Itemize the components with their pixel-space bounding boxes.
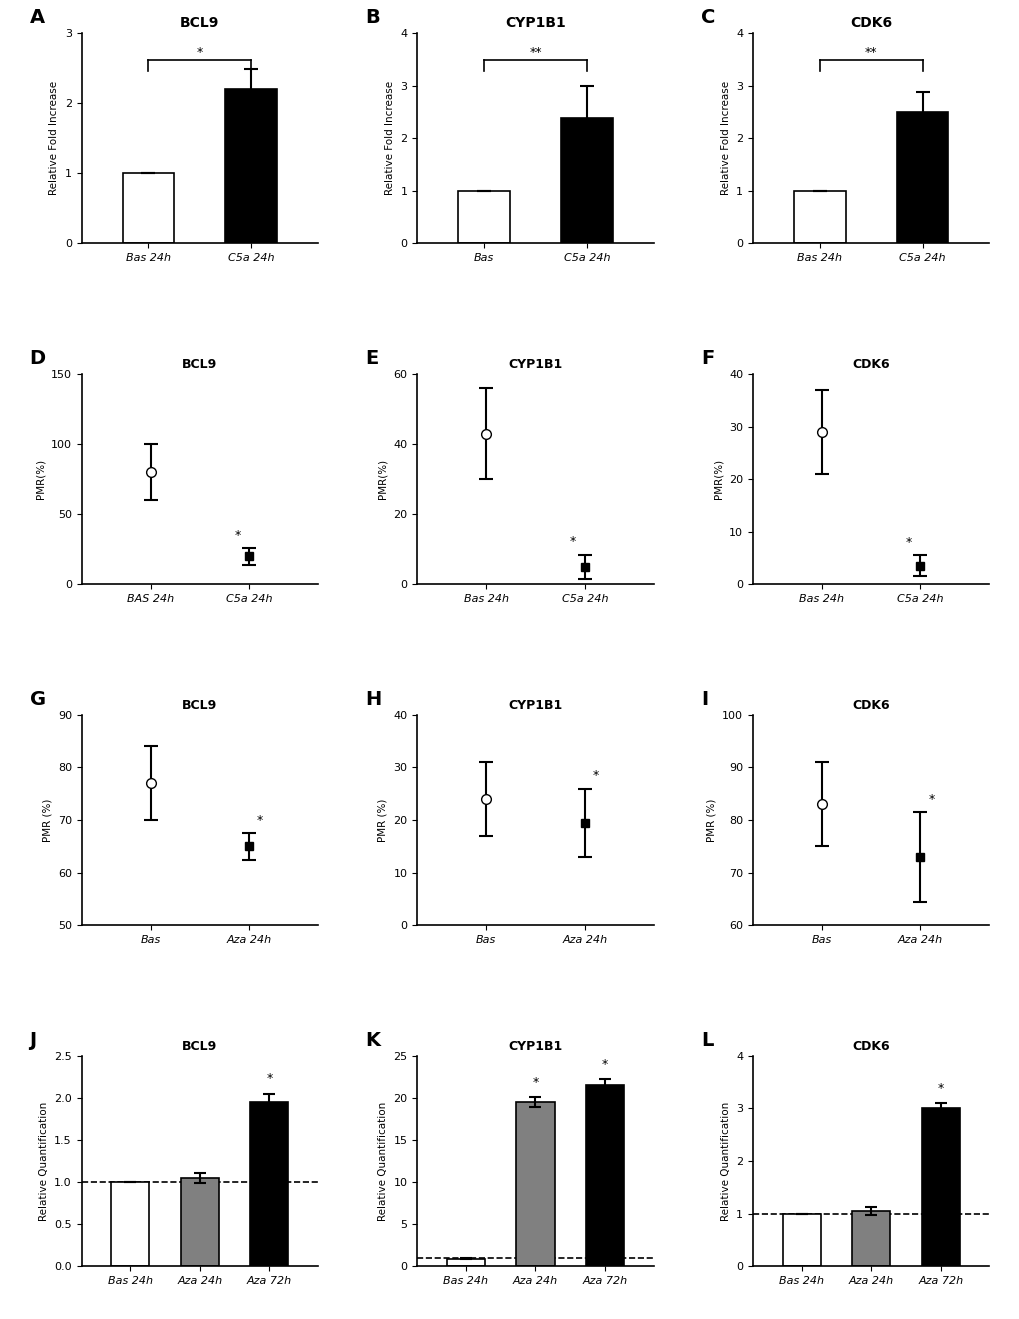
Text: D: D <box>30 348 46 368</box>
Bar <box>180 1178 219 1266</box>
Y-axis label: Relative Fold Increase: Relative Fold Increase <box>49 82 59 195</box>
Y-axis label: PMR (%): PMR (%) <box>377 798 387 842</box>
Title: CYP1B1: CYP1B1 <box>507 359 562 372</box>
Y-axis label: Relative Quantification: Relative Quantification <box>377 1101 387 1220</box>
Title: BCL9: BCL9 <box>182 1041 217 1054</box>
Title: CDK6: CDK6 <box>852 699 890 712</box>
Text: J: J <box>30 1030 37 1050</box>
Y-axis label: PMR(%): PMR(%) <box>713 459 722 499</box>
Bar <box>794 191 845 244</box>
Bar <box>921 1108 959 1266</box>
Bar <box>516 1103 554 1266</box>
Y-axis label: PMR(%): PMR(%) <box>377 459 387 499</box>
Y-axis label: PMR (%): PMR (%) <box>706 798 716 842</box>
Text: E: E <box>365 348 378 368</box>
Title: CYP1B1: CYP1B1 <box>504 16 566 30</box>
Y-axis label: Relative Quantification: Relative Quantification <box>719 1101 730 1220</box>
Text: B: B <box>365 8 380 26</box>
Text: K: K <box>365 1030 380 1050</box>
Y-axis label: Relative Quantification: Relative Quantification <box>39 1101 49 1220</box>
Bar <box>446 1258 485 1266</box>
Text: *: * <box>266 1072 272 1086</box>
Text: F: F <box>700 348 713 368</box>
Title: BCL9: BCL9 <box>182 359 217 372</box>
Text: I: I <box>700 690 707 708</box>
Text: *: * <box>197 46 203 59</box>
Text: G: G <box>30 690 46 708</box>
Text: C: C <box>700 8 714 26</box>
Text: *: * <box>601 1058 607 1071</box>
Text: **: ** <box>529 46 541 59</box>
Y-axis label: PMR (%): PMR (%) <box>42 798 52 842</box>
Title: BCL9: BCL9 <box>180 16 219 30</box>
Bar <box>458 191 510 244</box>
Y-axis label: PMR(%): PMR(%) <box>36 459 45 499</box>
Text: *: * <box>532 1075 538 1088</box>
Bar <box>111 1182 149 1266</box>
Text: *: * <box>570 536 576 549</box>
Title: CYP1B1: CYP1B1 <box>507 1041 562 1054</box>
Title: BCL9: BCL9 <box>182 699 217 712</box>
Text: *: * <box>936 1082 943 1095</box>
Text: H: H <box>365 690 381 708</box>
Title: CDK6: CDK6 <box>852 1041 890 1054</box>
Bar <box>896 112 948 244</box>
Text: L: L <box>700 1030 712 1050</box>
Bar <box>122 173 174 244</box>
Bar <box>585 1086 624 1266</box>
Text: **: ** <box>864 46 876 59</box>
Bar <box>560 119 612 244</box>
Text: *: * <box>234 529 240 542</box>
Text: *: * <box>927 793 933 806</box>
Bar <box>225 90 276 244</box>
Text: A: A <box>30 8 45 26</box>
Bar <box>782 1213 820 1266</box>
Bar <box>851 1211 890 1266</box>
Title: CDK6: CDK6 <box>852 359 890 372</box>
Y-axis label: Relative Fold Increase: Relative Fold Increase <box>384 82 394 195</box>
Text: *: * <box>257 814 263 827</box>
Title: CDK6: CDK6 <box>849 16 892 30</box>
Y-axis label: Relative Fold Increase: Relative Fold Increase <box>719 82 730 195</box>
Title: CYP1B1: CYP1B1 <box>507 699 562 712</box>
Text: *: * <box>905 536 911 549</box>
Bar <box>250 1103 288 1266</box>
Text: *: * <box>592 769 598 782</box>
